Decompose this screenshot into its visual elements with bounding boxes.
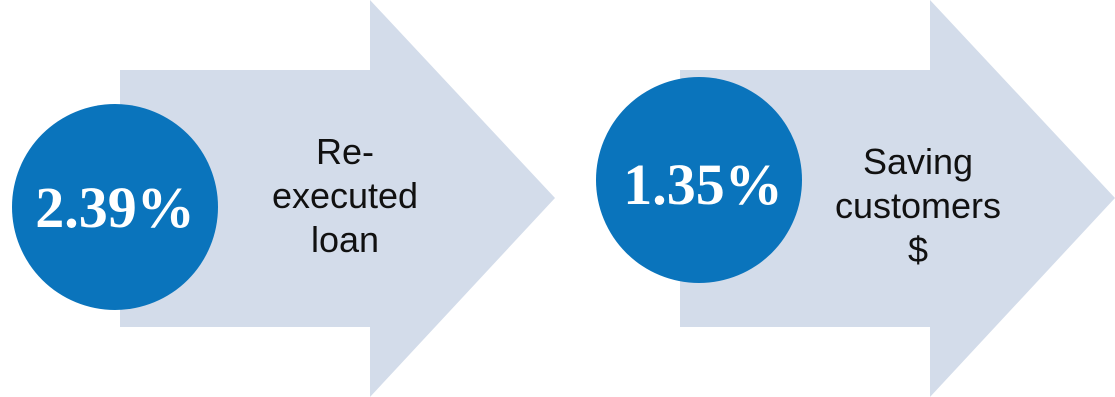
arrow-polygon (680, 0, 1115, 397)
step-1-value-circle: 2.39% (12, 104, 218, 310)
step-1-value: 2.39% (35, 174, 195, 240)
arrow-polygon (120, 0, 555, 397)
step-1-label-line-3: loan (310, 219, 380, 260)
step-2-label: Saving customers $ (818, 140, 1018, 272)
step-2-arrow (680, 0, 1115, 397)
step-1-label-line-1: Re- (315, 131, 374, 172)
step-2-label-line-3: $ (907, 229, 929, 270)
step-2-label-line-2: customers (834, 185, 1002, 226)
step-1-arrow (120, 0, 555, 397)
arrow-shape (120, 0, 555, 397)
step-2-value-circle: 1.35% (596, 77, 802, 283)
step-1-label: Re- executed loan (250, 130, 440, 262)
step-2-value: 1.35% (623, 151, 783, 217)
step-1-label-line-2: executed (271, 175, 419, 216)
arrow-shape (680, 0, 1115, 397)
step-2-label-line-1: Saving (862, 141, 974, 182)
